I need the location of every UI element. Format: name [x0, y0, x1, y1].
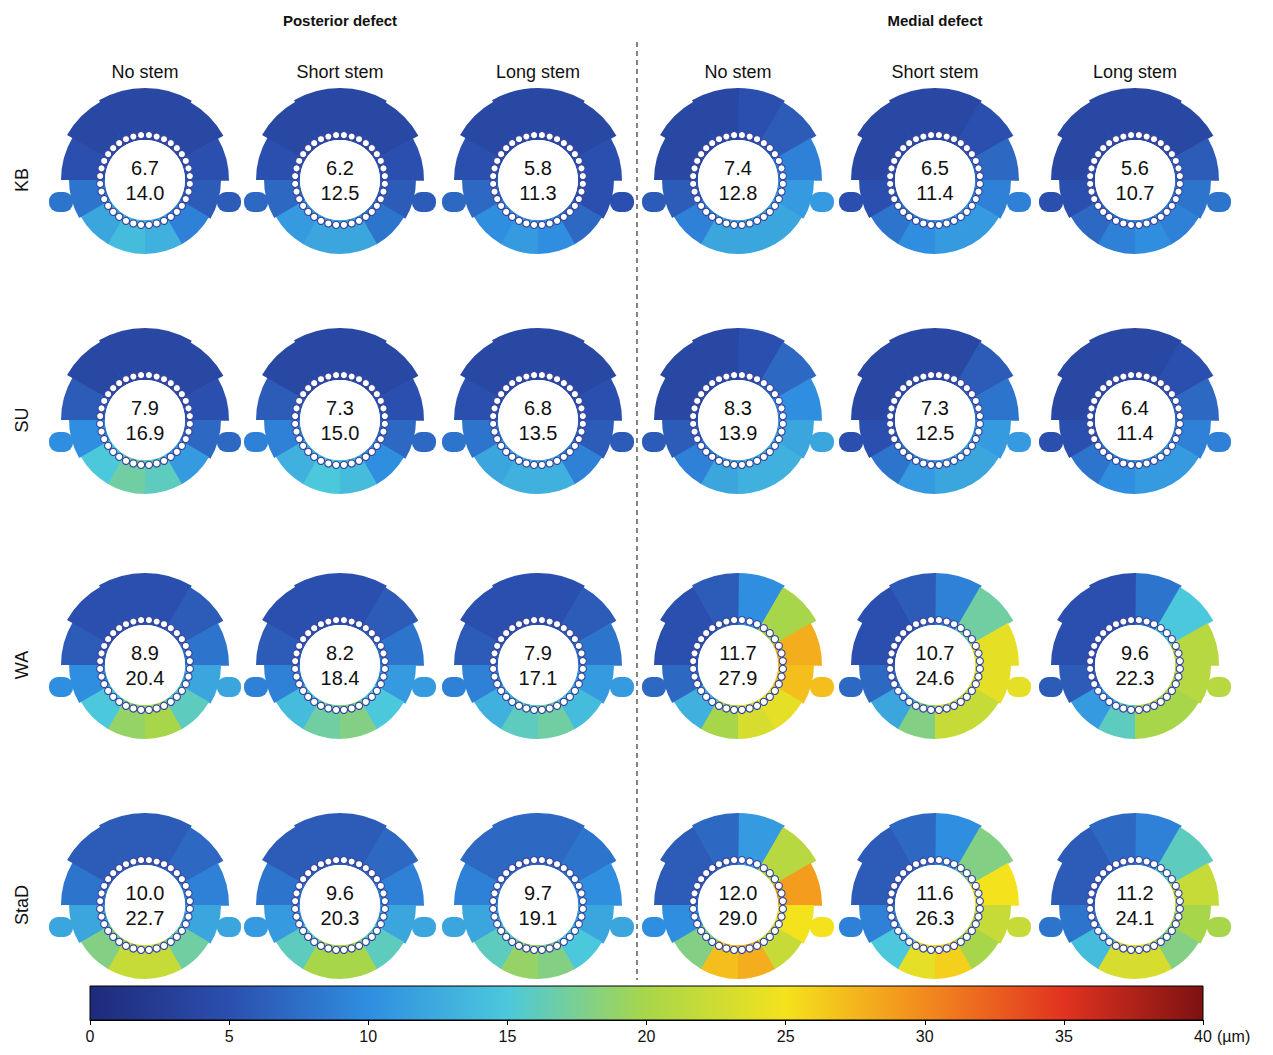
svg-text:Medial defect: Medial defect	[887, 12, 982, 29]
svg-text:16.9: 16.9	[126, 422, 165, 444]
svg-text:12.8: 12.8	[719, 182, 758, 204]
svg-text:11.7: 11.7	[719, 642, 756, 664]
svg-text:24.1: 24.1	[1116, 907, 1155, 929]
svg-text:14.0: 14.0	[126, 182, 165, 204]
svg-text:8.2: 8.2	[326, 642, 354, 664]
svg-text:29.0: 29.0	[719, 907, 758, 929]
svg-text:20: 20	[638, 1028, 656, 1045]
svg-text:24.6: 24.6	[916, 667, 955, 689]
svg-text:20.3: 20.3	[321, 907, 360, 929]
svg-text:6.4: 6.4	[1121, 397, 1149, 419]
svg-text:20.4: 20.4	[126, 667, 165, 689]
svg-text:No stem: No stem	[111, 62, 178, 82]
svg-text:10.7: 10.7	[916, 642, 955, 664]
svg-text:35: 35	[1055, 1028, 1073, 1045]
svg-text:Long stem: Long stem	[496, 62, 580, 82]
svg-text:6.5: 6.5	[921, 157, 949, 179]
svg-text:25: 25	[777, 1028, 795, 1045]
svg-text:Long stem: Long stem	[1093, 62, 1177, 82]
svg-text:Short stem: Short stem	[296, 62, 383, 82]
svg-text:9.6: 9.6	[326, 882, 354, 904]
svg-text:6.2: 6.2	[326, 157, 354, 179]
svg-text:8.3: 8.3	[724, 397, 752, 419]
svg-text:26.3: 26.3	[916, 907, 955, 929]
svg-text:12.0: 12.0	[719, 882, 758, 904]
svg-text:10.7: 10.7	[1116, 182, 1155, 204]
svg-text:15: 15	[498, 1028, 516, 1045]
svg-text:9.6: 9.6	[1121, 642, 1149, 664]
svg-text:KB: KB	[12, 168, 32, 192]
svg-text:WA: WA	[12, 651, 32, 679]
svg-text:5: 5	[225, 1028, 234, 1045]
svg-text:10: 10	[359, 1028, 377, 1045]
svg-text:7.4: 7.4	[724, 157, 752, 179]
svg-text:Short stem: Short stem	[891, 62, 978, 82]
svg-text:18.4: 18.4	[321, 667, 360, 689]
svg-text:Posterior defect: Posterior defect	[283, 12, 397, 29]
svg-text:12.5: 12.5	[321, 182, 360, 204]
svg-text:7.9: 7.9	[524, 642, 552, 664]
svg-text:13.5: 13.5	[519, 422, 558, 444]
svg-text:9.7: 9.7	[524, 882, 552, 904]
svg-text:12.5: 12.5	[916, 422, 955, 444]
svg-text:7.9: 7.9	[131, 397, 159, 419]
svg-text:13.9: 13.9	[719, 422, 758, 444]
svg-text:17.1: 17.1	[519, 667, 558, 689]
svg-text:19.1: 19.1	[519, 907, 558, 929]
svg-text:StaD: StaD	[12, 885, 32, 925]
svg-text:40: 40	[1194, 1028, 1212, 1045]
svg-text:7.3: 7.3	[921, 397, 949, 419]
svg-text:10.0: 10.0	[126, 882, 165, 904]
svg-text:7.3: 7.3	[326, 397, 354, 419]
svg-text:22.7: 22.7	[126, 907, 165, 929]
svg-text:11.6: 11.6	[916, 882, 953, 904]
svg-text:11.4: 11.4	[1116, 422, 1153, 444]
svg-text:6.8: 6.8	[524, 397, 552, 419]
svg-text:27.9: 27.9	[719, 667, 758, 689]
svg-text:11.4: 11.4	[916, 182, 953, 204]
svg-text:No stem: No stem	[704, 62, 771, 82]
svg-text:11.2: 11.2	[1116, 882, 1153, 904]
svg-text:SU: SU	[12, 407, 32, 432]
svg-text:30: 30	[916, 1028, 934, 1045]
svg-text:5.8: 5.8	[524, 157, 552, 179]
svg-text:(µm): (µm)	[1217, 1028, 1250, 1045]
svg-text:6.7: 6.7	[131, 157, 159, 179]
svg-text:8.9: 8.9	[131, 642, 159, 664]
svg-text:15.0: 15.0	[321, 422, 360, 444]
svg-text:22.3: 22.3	[1116, 667, 1155, 689]
svg-text:11.3: 11.3	[519, 182, 556, 204]
svg-text:0: 0	[86, 1028, 95, 1045]
svg-text:5.6: 5.6	[1121, 157, 1149, 179]
